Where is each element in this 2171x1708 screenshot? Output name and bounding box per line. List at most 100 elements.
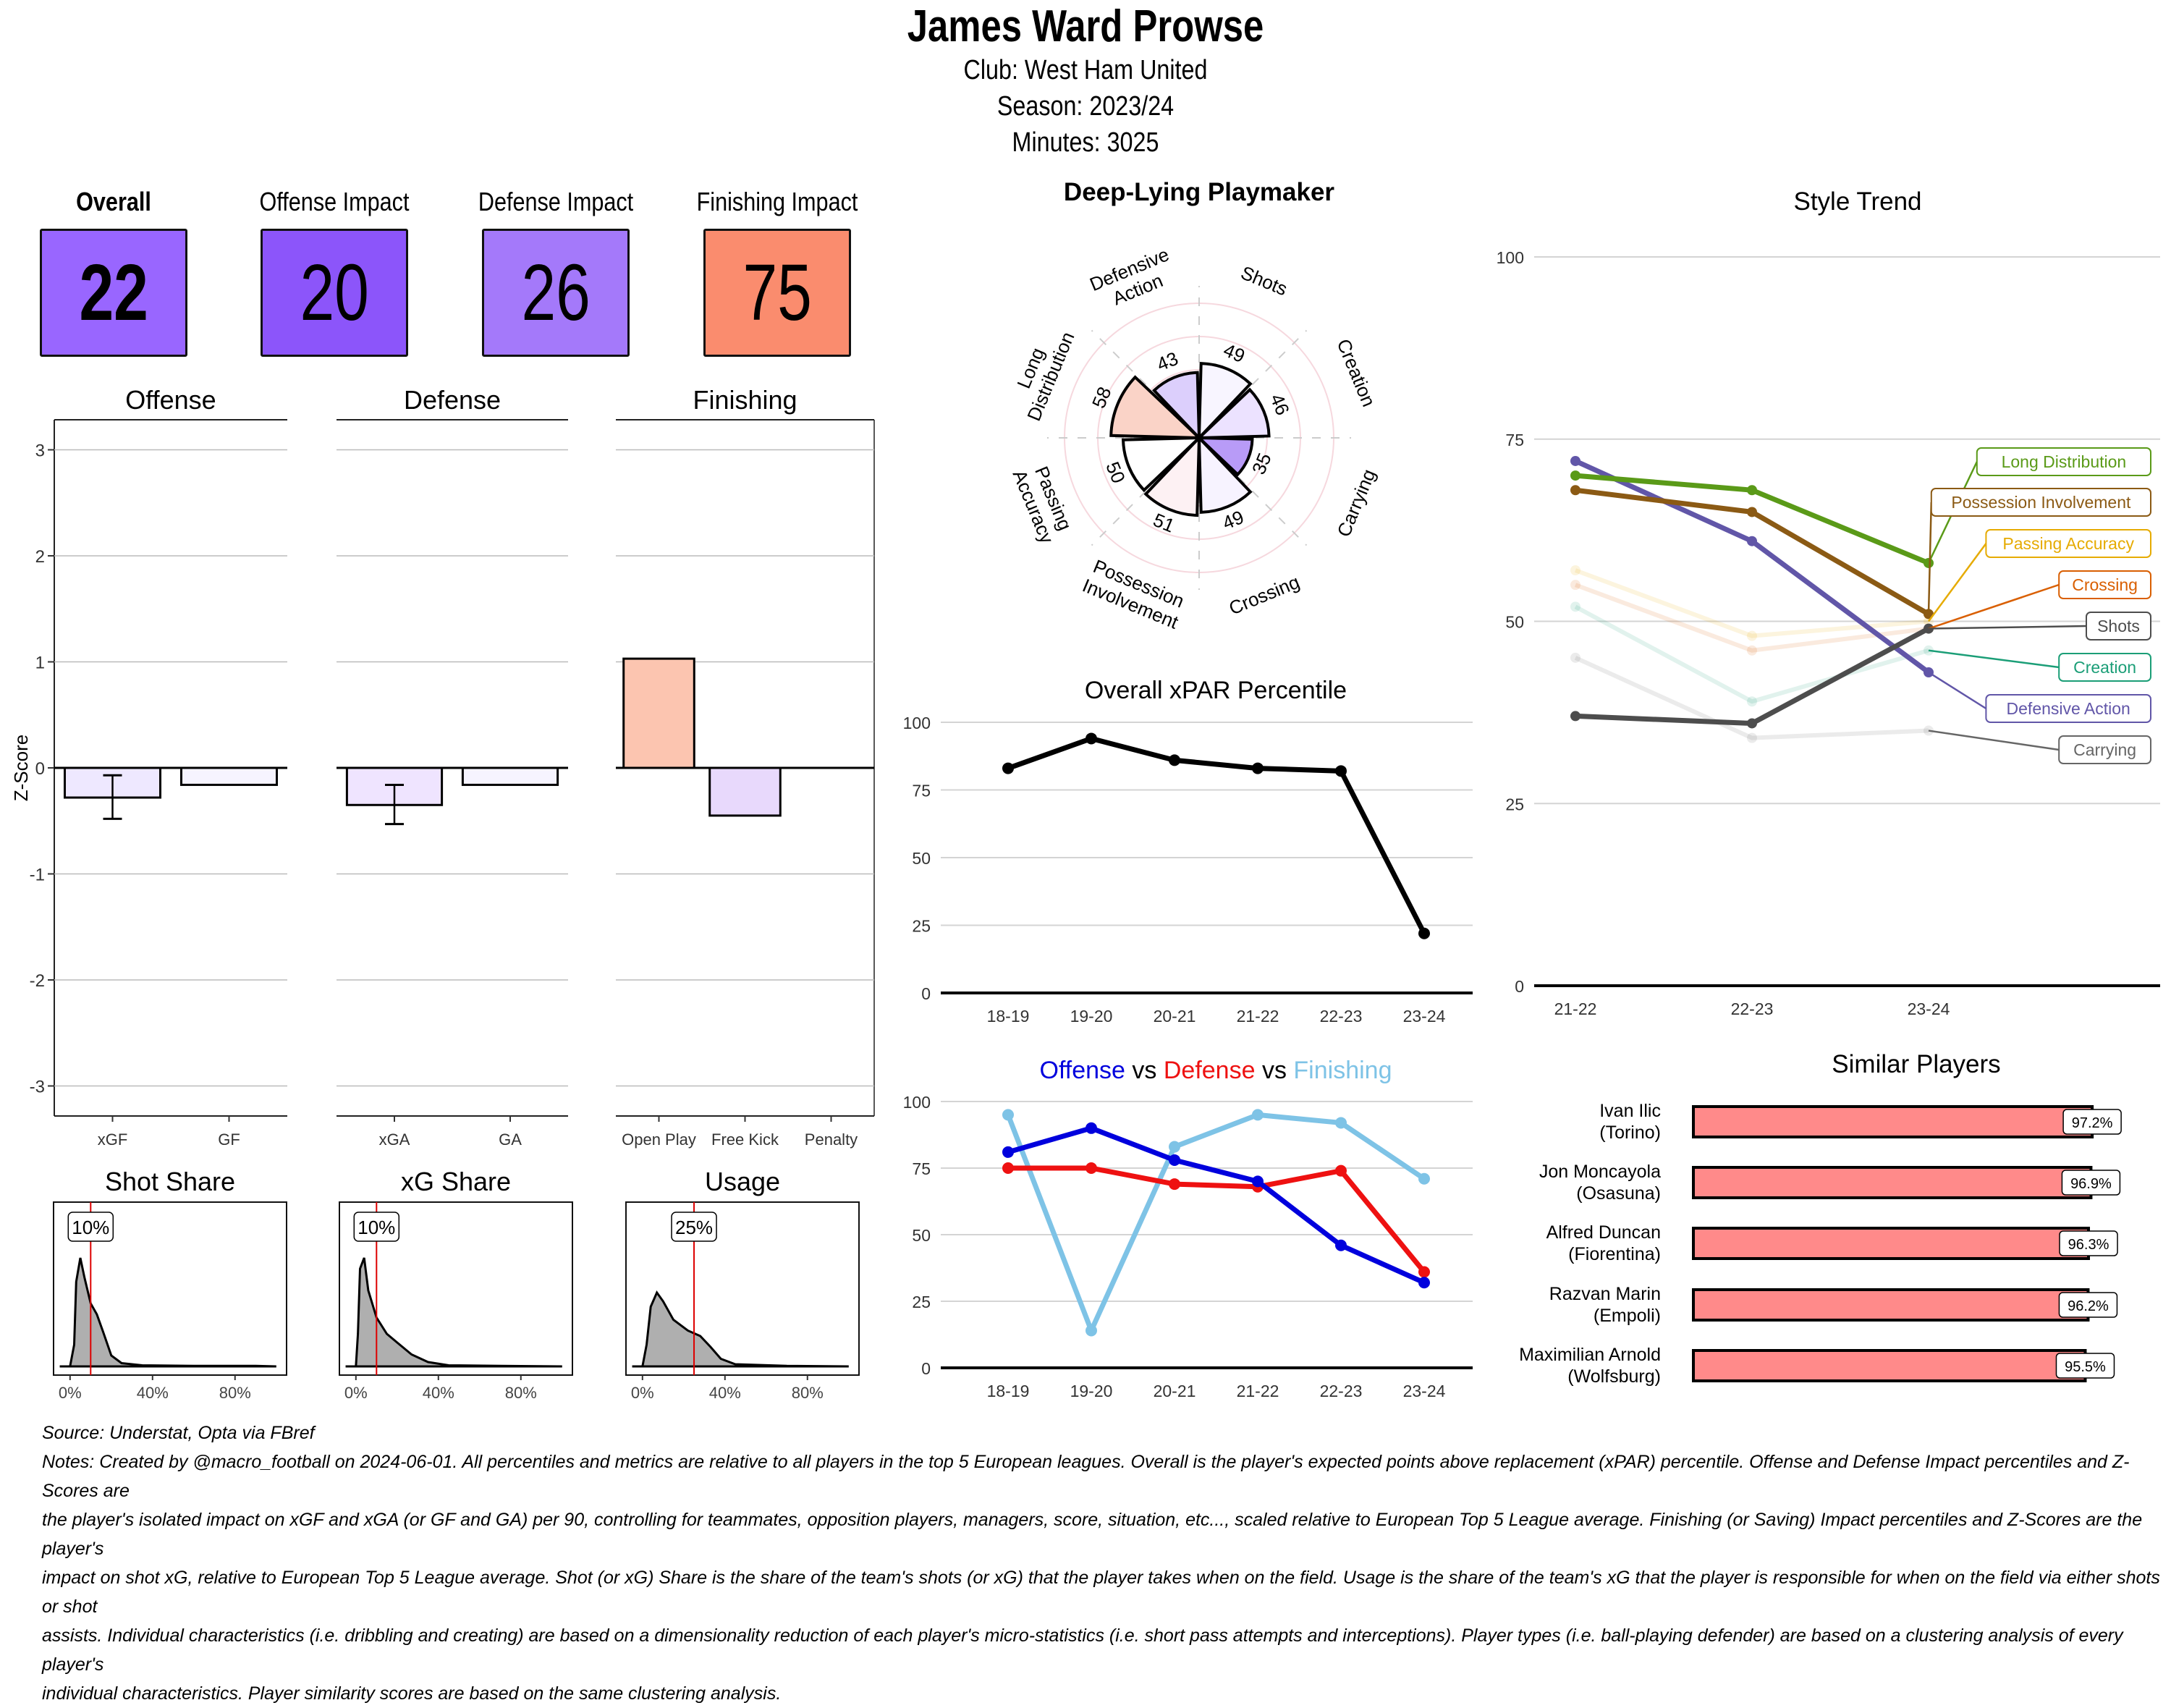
- chart-title: Style Trend: [1793, 187, 1921, 216]
- x-tick-label: 19-20: [1070, 1007, 1113, 1026]
- panel-title: Shot Share: [105, 1167, 235, 1196]
- data-point: [1335, 1239, 1347, 1251]
- series-label: Long Distribution: [2002, 452, 2127, 471]
- minutes-line: Minutes: 3025: [1012, 127, 1159, 158]
- notes-line: Notes: Created by @macro_football on 202…: [42, 1452, 2130, 1501]
- data-point: [1335, 1117, 1347, 1129]
- series-label: Possession Involvement: [1951, 493, 2131, 512]
- x-tick-label: 20-21: [1154, 1382, 1196, 1400]
- data-point: [1002, 1146, 1014, 1158]
- y-tick-label: 75: [1505, 431, 1524, 449]
- series-defense: [1002, 1162, 1430, 1278]
- data-point: [1747, 718, 1757, 729]
- data-point: [1252, 1109, 1264, 1121]
- x-tick-label: 20-21: [1154, 1007, 1196, 1026]
- data-point: [1002, 762, 1014, 774]
- radar-slice: [1152, 371, 1201, 442]
- title-part: vs: [1256, 1057, 1287, 1084]
- marker-label: 10%: [72, 1217, 109, 1238]
- marker-label: 10%: [357, 1217, 395, 1238]
- series-line: [1007, 735, 1427, 935]
- player-club: (Torino): [1599, 1123, 1661, 1143]
- density-area: [632, 1290, 849, 1368]
- similarity-bar: [1692, 1166, 2093, 1199]
- label-leader-line: [1928, 649, 2060, 669]
- data-point: [1002, 1109, 1014, 1121]
- data-point: [1418, 1277, 1430, 1289]
- x-tick-label: 23-24: [1403, 1382, 1446, 1400]
- data-point: [1570, 485, 1580, 496]
- x-tick-label: 22-23: [1731, 999, 1774, 1018]
- x-tick-label: 23-24: [1403, 1007, 1446, 1026]
- chart-title: Overall xPAR Percentile: [1085, 677, 1347, 704]
- kpi-value-box: 22: [40, 229, 187, 357]
- label-line: Shots: [1237, 261, 1290, 300]
- y-tick-label: -3: [30, 1078, 45, 1097]
- series-line: [1005, 1112, 1426, 1333]
- radar-value-label: 46: [1266, 391, 1294, 418]
- series-label-box: [1930, 488, 2152, 517]
- data-point: [1570, 652, 1580, 663]
- data-point: [1418, 927, 1430, 939]
- y-tick-label: 25: [912, 917, 931, 936]
- y-tick-label: 0: [1515, 977, 1524, 996]
- player-name: Alfred Duncan: [1546, 1222, 1661, 1243]
- data-point: [1570, 455, 1580, 466]
- radar-value-label: 35: [1248, 450, 1276, 478]
- x-tick-label: 0%: [344, 1384, 368, 1402]
- similarity-label: 97.2%: [2072, 1115, 2113, 1131]
- x-tick-label: 21-22: [1554, 999, 1597, 1018]
- similar-player-row: Jon Moncayola(Osasuna) 96.9%: [1539, 1162, 2121, 1204]
- series-line: [1574, 583, 1929, 653]
- kpi-value: 22: [79, 248, 148, 337]
- data-point: [1002, 1162, 1014, 1174]
- series-label-box: [1976, 447, 2152, 476]
- x-tick-label: Free Kick: [711, 1130, 779, 1149]
- series-crossing: [1570, 580, 1934, 656]
- y-tick-label: 75: [912, 782, 931, 800]
- x-tick-label: Penalty: [805, 1130, 858, 1149]
- label-leader-line: [1928, 671, 1987, 710]
- zscore-bar: [179, 766, 279, 786]
- player-name: Jon Moncayola: [1539, 1162, 1661, 1182]
- y-tick-label: 50: [912, 849, 931, 868]
- notes-line: the player's isolated impact on xGF and …: [42, 1510, 2143, 1559]
- label-leader-line: [1927, 543, 1987, 622]
- density-area: [59, 1257, 276, 1368]
- series-label-box: [2058, 653, 2151, 682]
- player-club: (Wolfsburg): [1567, 1366, 1661, 1387]
- notes-line: individual characteristics. Player simil…: [42, 1683, 782, 1704]
- series-line: [1574, 604, 1929, 704]
- radar-value-label: 49: [1221, 339, 1248, 367]
- zscore-bar: [461, 766, 559, 786]
- x-tick-label: 23-24: [1908, 999, 1950, 1018]
- panel-title: Offense: [125, 385, 216, 415]
- data-point: [1570, 470, 1580, 481]
- label-leader-line: [1928, 730, 2060, 751]
- y-axis-label: Z-Score: [10, 735, 32, 801]
- marker-label-box: [353, 1212, 400, 1242]
- style-trend-chart: Style Trend 0 25 50 75 100 21-22 22-23 23-24 Long…: [1497, 187, 2160, 1018]
- similar-player-row: Ivan Ilic(Torino) 97.2%: [1599, 1101, 2122, 1143]
- chart-title: Similar Players: [1832, 1050, 2000, 1078]
- data-point: [1418, 1172, 1430, 1185]
- radar-slice: [1121, 436, 1203, 493]
- data-point: [1570, 711, 1580, 722]
- label-line: Creation: [1332, 336, 1379, 410]
- series-carrying: [1570, 652, 1934, 743]
- similar-players-chart: Similar Players Ivan Ilic(Torino) 97.2% Jon…: [1519, 1050, 2122, 1387]
- x-tick-label: GF: [218, 1130, 240, 1149]
- source-text: Source: Understat, Opta via FBref: [42, 1423, 315, 1443]
- x-tick-label: 22-23: [1320, 1382, 1363, 1400]
- chart-title: Deep-Lying Playmaker: [1064, 178, 1335, 206]
- share-density-charts: Shot Share 10% 0% 40% 80% xG Share 10% 0% 40% 80%…: [53, 1167, 860, 1402]
- chart-title: Offense vs Defense vs Finishing: [1040, 1057, 1392, 1084]
- x-tick-label: 40%: [709, 1384, 741, 1402]
- y-tick-label: 1: [35, 654, 45, 673]
- kpi-value-box: 20: [261, 229, 408, 357]
- series-line: [1575, 626, 1930, 726]
- data-point: [1747, 696, 1757, 707]
- x-tick-label: 22-23: [1320, 1007, 1363, 1026]
- data-point: [1335, 765, 1347, 777]
- player-name: Maximilian Arnold: [1519, 1345, 1661, 1365]
